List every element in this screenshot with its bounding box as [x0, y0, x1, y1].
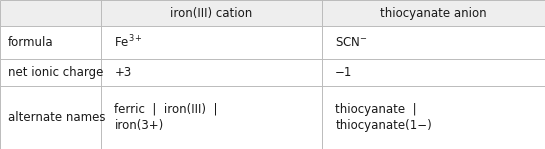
Text: net ionic charge: net ionic charge [8, 66, 104, 79]
Bar [0, 59, 101, 86]
Text: −1: −1 [335, 66, 353, 79]
Text: alternate names: alternate names [8, 111, 106, 124]
Bar [101, 86, 322, 149]
Text: +3: +3 [114, 66, 132, 79]
Bar [322, 0, 545, 26]
Text: iron(III) cation: iron(III) cation [170, 7, 252, 20]
Bar [101, 26, 322, 59]
Text: thiocyanate anion: thiocyanate anion [380, 7, 487, 20]
Bar [322, 86, 545, 149]
Text: Fe$^{3+}$: Fe$^{3+}$ [114, 34, 143, 51]
Text: formula: formula [8, 36, 54, 49]
Bar [322, 26, 545, 59]
Bar [0, 86, 101, 149]
Bar [0, 26, 101, 59]
Text: thiocyanate  |
thiocyanate(1−): thiocyanate | thiocyanate(1−) [335, 103, 432, 132]
Bar [101, 0, 322, 26]
Bar [322, 59, 545, 86]
Text: ferric  |  iron(III)  |
iron(3+): ferric | iron(III) | iron(3+) [114, 103, 218, 132]
Text: SCN$^{-}$: SCN$^{-}$ [335, 36, 368, 49]
Bar [0, 0, 101, 26]
Bar [101, 59, 322, 86]
